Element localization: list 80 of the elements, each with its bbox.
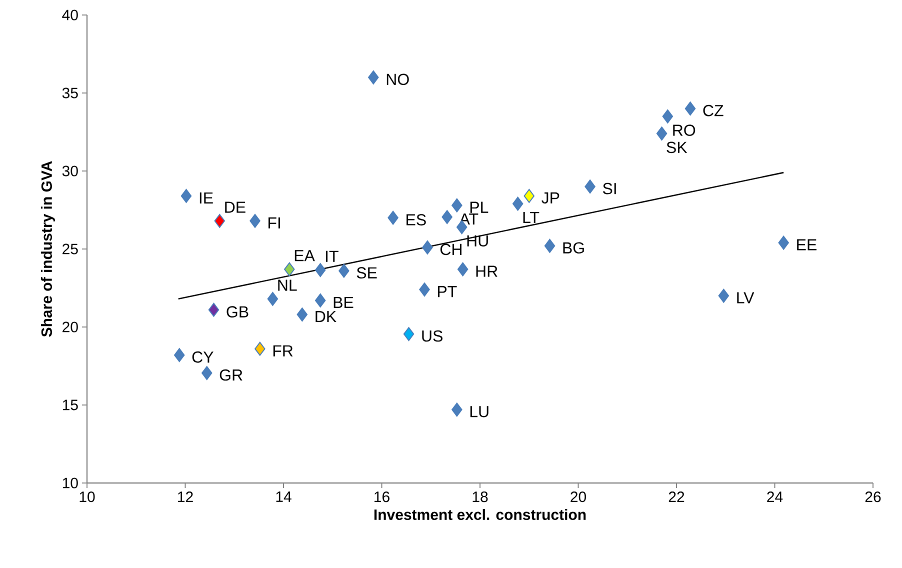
point: [452, 402, 462, 417]
annotation: PL: [470, 202, 488, 213]
point: [512, 196, 524, 211]
x-tick-label: 10: [80, 492, 95, 502]
x-tick-label: 12: [178, 492, 193, 502]
point: [584, 180, 596, 194]
point: [452, 198, 462, 212]
point: [544, 238, 556, 253]
annotation: NO: [386, 74, 409, 86]
point: [422, 240, 433, 254]
annotation: LV: [737, 292, 754, 304]
point: [180, 188, 192, 203]
x-tick-label: 20: [570, 492, 586, 502]
annotation: SK: [666, 142, 688, 154]
annotation: US: [422, 330, 442, 342]
point: [419, 282, 430, 297]
point: [403, 327, 414, 342]
annotation: NL: [278, 280, 297, 291]
y-tick-label: 30: [62, 166, 78, 176]
x-tick-label: 24: [767, 492, 783, 502]
point: [368, 70, 379, 84]
point: [388, 210, 398, 225]
x-tick-label: 18: [472, 492, 488, 502]
x-tick-label: 16: [374, 492, 390, 502]
point: [718, 288, 730, 303]
annotation: HR: [476, 266, 498, 277]
annotation: BG: [563, 242, 584, 254]
annotation: SI: [602, 182, 616, 194]
y-tick-label: 20: [62, 322, 78, 332]
y-tick-label: 25: [62, 244, 78, 254]
point: [338, 264, 350, 278]
x-tick-label: 22: [668, 492, 684, 502]
annotation: BE: [334, 296, 354, 308]
annotation: CY: [192, 351, 214, 363]
annotation: GB: [226, 306, 248, 318]
annotation: CZ: [703, 104, 724, 116]
point: [314, 263, 326, 278]
annotation: GR: [220, 369, 242, 381]
point: [214, 214, 226, 228]
annotation: FR: [273, 345, 293, 356]
point: [201, 366, 212, 380]
annotation: PT: [438, 286, 457, 298]
point: [254, 342, 266, 356]
annotation: IE: [200, 192, 213, 204]
x-tick-label: 14: [276, 492, 292, 502]
annotation: IT: [326, 250, 338, 262]
annotation: DE: [225, 202, 246, 213]
annotation: EA: [294, 250, 315, 262]
annotation: HU: [467, 235, 488, 247]
y-tick-label: 10: [62, 478, 78, 488]
x-tick-label: 26: [865, 492, 881, 502]
y-tick-label: 35: [62, 88, 78, 98]
point: [442, 210, 452, 224]
point: [457, 262, 468, 276]
annotation: DK: [316, 311, 336, 322]
annotation: CH: [440, 244, 462, 256]
point: [267, 292, 278, 306]
point: [662, 109, 674, 124]
y-axis-title: Share of industry in GVA: [40, 161, 55, 337]
annotation: FI: [268, 217, 280, 228]
annotation: JP: [542, 192, 560, 204]
annotation: RO: [673, 124, 696, 136]
point: [284, 262, 295, 276]
point: [684, 102, 696, 116]
point: [778, 236, 789, 250]
annotation: SE: [356, 267, 377, 278]
point: [250, 214, 260, 228]
point: [296, 308, 308, 322]
annotation: ES: [406, 214, 426, 226]
annotation: LT: [523, 212, 540, 223]
point: [524, 188, 535, 203]
point: [656, 126, 668, 141]
point: [174, 348, 185, 362]
y-tick-label: 40: [62, 10, 78, 20]
point: [314, 293, 326, 308]
annotation: EE: [797, 239, 816, 250]
y-tick-label: 15: [62, 400, 78, 410]
annotation: LU: [470, 406, 488, 418]
point: [208, 302, 220, 317]
x-axis-title: Investment excl. construction: [374, 508, 586, 520]
